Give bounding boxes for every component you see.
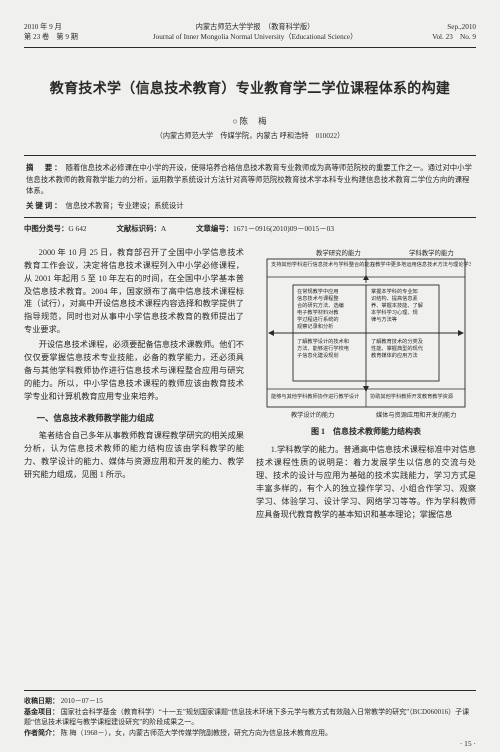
- figure-1-caption: 图 1 信息技术教师能力结构表: [311, 426, 421, 439]
- left-p1: 2000 年 10 月 25 日，教育部召开了全国中小学信息技术教育工作会议，决…: [24, 247, 244, 338]
- keywords-label: 关键词：: [26, 201, 64, 210]
- doc-code-label: 文献标识码：: [117, 224, 161, 233]
- section-1-head: 一、信息技术教师教学能力组成: [24, 412, 244, 425]
- page-number: · 15 ·: [460, 739, 476, 750]
- journal-name-en: Journal of Inner Mongolia Normal Univers…: [78, 32, 432, 42]
- bio-label: 作者简介：: [24, 729, 59, 737]
- keywords-line: 关键词： 信息技术教育；专业建设；系统设计: [26, 200, 474, 211]
- ability-diagram: 教学研究的能力 学科教学的能力 支持其他学科进行信息技术与学科整合的能力 在教学…: [261, 247, 471, 422]
- head-rule: [24, 47, 476, 48]
- diag-outer-tr-1: 在教学中更多地运用信息技术方法与理论学习方向: [370, 260, 471, 268]
- author-name: 陈 梅: [240, 117, 268, 126]
- cls-value: G 642: [68, 224, 86, 233]
- journal-name-zh: 内蒙古师范大学学报 （教育科学版）: [78, 22, 432, 32]
- q-tl: 在常规教学中应用 信息技术与课程整 合的研究方法、选编 电子教学材料对教 学过程…: [297, 287, 345, 330]
- left-p2: 开设信息技术课程，必须要配备信息技术课教师。他们不仅仅要掌握信息技术专业技能，必…: [24, 339, 244, 404]
- affiliation: （内蒙古师范大学 传媒学院，内蒙古 呼和浩特 010022）: [24, 131, 476, 141]
- left-column: 2000 年 10 月 25 日，教育部召开了全国中小学信息技术教育工作会议，决…: [24, 247, 244, 524]
- doc-code-value: A: [161, 224, 166, 233]
- diag-bottom-left-label: 教学设计的能力: [291, 411, 334, 419]
- abstract-box: 摘 要： 随着信息技术必修课在中小学的开设，使得培养合格信息技术教育专业教师成为…: [24, 155, 476, 218]
- body-columns: 2000 年 10 月 25 日，教育部召开了全国中小学信息技术教育工作会议，决…: [24, 247, 476, 524]
- head-vol-issue: 第 23 卷 第 9 期: [24, 32, 78, 42]
- received-line: 收稿日期： 2010－07－15: [24, 696, 476, 707]
- head-left: 2010 年 9 月 第 23 卷 第 9 期: [24, 22, 78, 42]
- recv-date: 2010－07－15: [61, 697, 103, 705]
- diag-top-right-label: 学科教学的能力: [409, 248, 454, 257]
- head-center: 内蒙古师范大学学报 （教育科学版） Journal of Inner Mongo…: [78, 22, 432, 42]
- right-column: 教学研究的能力 学科教学的能力 支持其他学科进行信息技术与学科整合的能力 在教学…: [256, 247, 476, 524]
- diag-bottom-right-label: 媒体与资源应用和开发的能力: [376, 411, 456, 419]
- bio-text: 陈 梅（1968－），女，内蒙古师范大学传媒学院副教授，研究方向为信息技术教育应…: [61, 729, 332, 737]
- keywords-text: 信息技术教育；专业建设；系统设计: [65, 201, 183, 210]
- diag-top-label: 教学研究的能力: [316, 248, 361, 257]
- head-month-en: Sep.,2010: [432, 22, 476, 32]
- fund-text: 国家社会科学基金（教育科学）“十一五”规划国家课题“信息技术环境下多元学与教方式…: [24, 708, 469, 727]
- footnote-block: 收稿日期： 2010－07－15 基金项目： 国家社会科学基金（教育科学）“十一…: [24, 690, 476, 738]
- right-p1: 1.学科教学的能力。普通高中信息技术课程标准中对信息技术课程性质的说明是：着力发…: [256, 444, 476, 522]
- q-br: 了解教育技术的分类及 性能、掌握典型的现代 教育媒体的应用方法: [371, 337, 424, 359]
- abstract-text: 随着信息技术必修课在中小学的开设，使得培养合格信息技术教育专业教师成为高等师范院…: [26, 163, 472, 195]
- fund-label: 基金项目：: [24, 708, 59, 716]
- left-p3: 笔者结合自己多年从事教师教育课程教学研究的相关成果分析，认为信息技术教师的能力结…: [24, 430, 244, 482]
- abstract-label: 摘 要：: [26, 163, 64, 172]
- running-head: 2010 年 9 月 第 23 卷 第 9 期 内蒙古师范大学学报 （教育科学版…: [24, 22, 476, 45]
- head-date: 2010 年 9 月: [24, 22, 78, 32]
- diag-outer-tl-1: 支持其他学科进行信息技术与学科整合的能力: [271, 260, 375, 268]
- author-prefix: ○: [233, 117, 238, 126]
- q-bl: 了解教学设计的技术和 方法、能够进行学校电 子信息化建设规划: [297, 337, 350, 359]
- recv-label: 收稿日期：: [24, 697, 59, 705]
- head-right: Sep.,2010 Vol. 23 No. 9: [432, 22, 476, 42]
- q-tr: 掌握本学科的专业知 识结构、提高信息素 养、掌握本技能、了解 本学科学习心理、规…: [371, 287, 424, 323]
- diag-outer-br: 协助其他学科教师开发教育教学资源: [370, 392, 454, 400]
- article-id-label: 文章编号：: [196, 224, 233, 233]
- article-id-value: 1671－0916(2010)09－0015－03: [233, 224, 334, 233]
- head-vol-en: Vol. 23 No. 9: [432, 32, 476, 42]
- figure-1: 教学研究的能力 学科教学的能力 支持其他学科进行信息技术与学科整合的能力 在教学…: [256, 247, 476, 439]
- cls-label: 中图分类号：: [24, 224, 68, 233]
- diag-outer-bl: 能够与其他学科教师协作进行教学设计: [271, 392, 359, 400]
- fund-line: 基金项目： 国家社会科学基金（教育科学）“十一五”规划国家课题“信息技术环境下多…: [24, 707, 476, 728]
- classification-line: 中图分类号：G 642 文献标识码：A 文章编号：1671－0916(2010)…: [24, 224, 476, 234]
- author-line: ○ 陈 梅: [24, 116, 476, 128]
- article-title: 教育技术学（信息技术教育）专业教育学二学位课程体系的构建: [24, 80, 476, 100]
- bio-line: 作者简介： 陈 梅（1968－），女，内蒙古师范大学传媒学院副教授，研究方向为信…: [24, 728, 476, 739]
